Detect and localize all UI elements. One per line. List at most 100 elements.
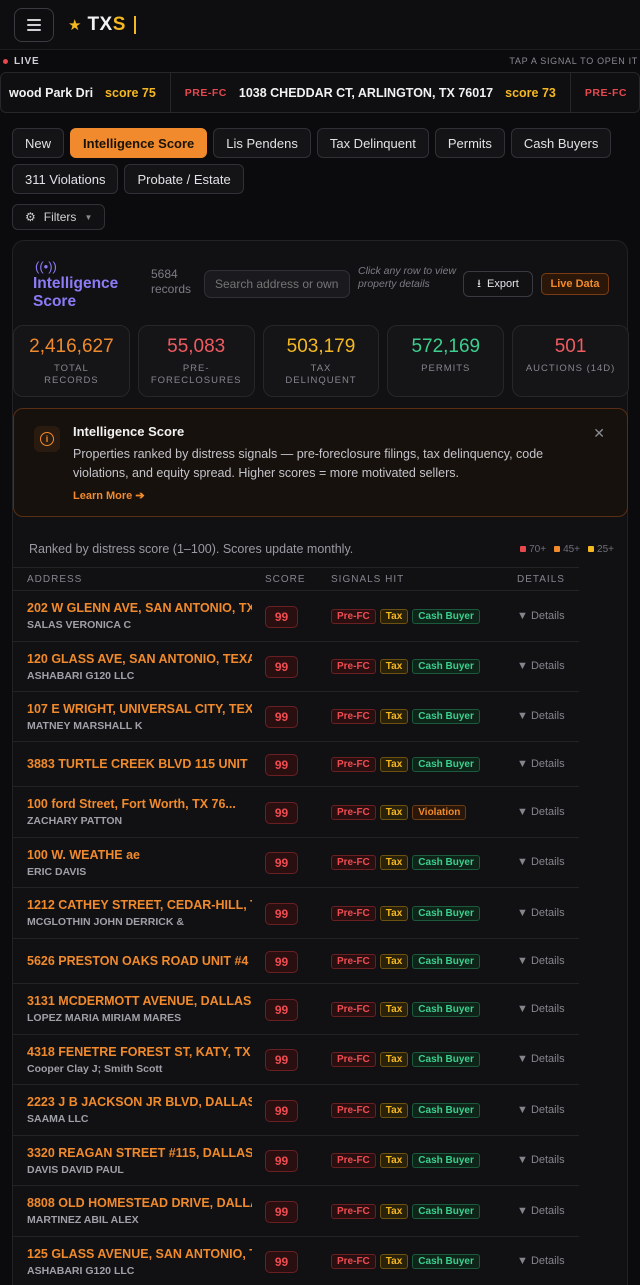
signal-pill: Cash Buyer (412, 709, 480, 724)
row-address[interactable]: 3320 REAGAN STREET #115, DALLAS (27, 1146, 252, 1160)
row-address[interactable]: 100 W. WEATHE ae (27, 848, 140, 862)
row-address[interactable]: 202 W GLENN AVE, SAN ANTONIO, TX (27, 601, 252, 615)
details-toggle[interactable]: ▼ Details (517, 757, 565, 770)
score-badge: 99 (265, 902, 298, 925)
table-row[interactable]: 3320 REAGAN STREET #115, DALLAS DAVIS DAV… (13, 1136, 579, 1186)
table-row[interactable]: 100 W. WEATHE ae ERIC DAVIS 99 Pre-FC Tax Cas… (13, 838, 579, 888)
ticker-item[interactable]: PRE-FC 1038 CHEDDAR CT, ARLINGTON, TX 760… (171, 73, 571, 112)
stat-label: AUCTIONS (14D) (525, 363, 616, 374)
signal-pill: Pre-FC (331, 905, 376, 921)
details-toggle[interactable]: ▼ Details (517, 1154, 565, 1166)
row-address[interactable]: 1212 CATHEY STREET, CEDAR-HILL, TX (27, 898, 252, 912)
score-badge: 99 (265, 656, 298, 678)
signal-pill: Tax (379, 1052, 409, 1067)
table-row[interactable]: 8808 OLD HOMESTEAD DRIVE, DALLAS MARTINEZ… (13, 1186, 579, 1237)
table-row[interactable]: 1212 CATHEY STREET, CEDAR-HILL, TX MCGLOT… (13, 888, 579, 939)
export-button[interactable]: ⭳ Export (463, 271, 533, 297)
stat-card: 2,416,627 TOTAL RECORDS (13, 325, 130, 397)
details-toggle[interactable]: ▼ Details (517, 1002, 565, 1015)
table-row[interactable]: 3883 TURTLE CREEK BLVD 115 UNIT 99 Pre-FC T… (13, 742, 579, 787)
tab-lis-pendens[interactable]: Lis Pendens (213, 128, 311, 158)
details-toggle[interactable]: ▼ Details (517, 1103, 565, 1116)
row-address[interactable]: 3883 TURTLE CREEK BLVD 115 UNIT (27, 756, 248, 771)
table-row[interactable]: 3131 MCDERMOTT AVENUE, DALLAS LOPEZ MARIA… (13, 984, 579, 1035)
signal-pill: Cash Buyer (412, 1203, 480, 1219)
signal-pills: Pre-FC Tax Cash Buyer (331, 1254, 480, 1269)
table-row[interactable]: 107 E WRIGHT, UNIVERSAL CITY, TEXAS MATNE… (13, 692, 579, 742)
signal-ticker[interactable]: wood Park Dri score 75 PRE-FC 1038 CHEDDAR … (0, 72, 640, 113)
chevron-down-icon: ▼ (84, 212, 93, 222)
tab-probate-estate[interactable]: Probate / Estate (124, 164, 244, 194)
signal-pill: Cash Buyer (412, 1254, 480, 1269)
details-toggle[interactable]: ▼ Details (517, 856, 565, 868)
ticker-address: wood Park Dri (9, 85, 94, 100)
tab-intelligence-score[interactable]: Intelligence Score (70, 128, 208, 158)
ticker-item[interactable]: wood Park Dri score 75 (1, 73, 171, 112)
signal-pills: Pre-FC Tax Violation (331, 804, 467, 820)
logo[interactable]: ★ TXS (68, 14, 136, 36)
table-row[interactable]: 125 GLASS AVENUE, SAN ANTONIO, TX ASHABAR… (13, 1237, 579, 1285)
legend-label: 25+ (597, 543, 614, 555)
tab-311-violations[interactable]: 311 Violations (12, 164, 119, 194)
ticker-track: wood Park Dri score 75 PRE-FC 1038 CHEDDAR … (1, 73, 640, 112)
table-row[interactable]: 5626 PRESTON OAKS ROAD UNIT #4 99 Pre-FC Ta… (13, 939, 579, 984)
details-toggle[interactable]: ▼ Details (517, 1204, 565, 1217)
row-address[interactable]: 100 ford Street, Fort Worth, TX 76... (27, 797, 236, 811)
score-badge: 99 (265, 1200, 298, 1223)
signal-pill: Tax (379, 1102, 409, 1118)
top-bar: ★ TXS (0, 0, 640, 50)
tab-permits[interactable]: Permits (434, 128, 505, 158)
table-row[interactable]: 100 ford Street, Fort Worth, TX 76... ZAC… (13, 787, 579, 838)
tab-cash-buyers[interactable]: Cash Buyers (510, 128, 612, 158)
search-input[interactable] (204, 270, 350, 298)
hamburger-icon (27, 18, 41, 21)
row-address[interactable]: 8808 OLD HOMESTEAD DRIVE, DALLAS (27, 1196, 252, 1210)
live-data-badge[interactable]: Live Data (541, 273, 609, 295)
details-toggle[interactable]: ▼ Details (517, 609, 565, 622)
table-row[interactable]: 120 GLASS AVE, SAN ANTONIO, TEXAS ASHABAR… (13, 642, 579, 692)
row-owner: SALAS VERONICA C (27, 619, 132, 631)
stat-value: 501 (554, 336, 587, 357)
row-address[interactable]: 125 GLASS AVENUE, SAN ANTONIO, TX (27, 1247, 252, 1261)
row-address[interactable]: 5626 PRESTON OAKS ROAD UNIT #4 (27, 953, 249, 968)
legend-swatch (520, 546, 527, 552)
menu-button[interactable] (14, 7, 54, 42)
signal-pill: Pre-FC (331, 608, 376, 624)
signal-pill: Pre-FC (331, 953, 376, 969)
ticker-tag: PRE-FC (584, 86, 627, 99)
signal-pills: Pre-FC Tax Cash Buyer (331, 953, 480, 969)
tab-tax-delinquent[interactable]: Tax Delinquent (316, 128, 429, 158)
row-address[interactable]: 107 E WRIGHT, UNIVERSAL CITY, TEXAS (27, 702, 252, 716)
row-address[interactable]: 3131 MCDERMOTT AVENUE, DALLAS (27, 994, 252, 1008)
signal-pills: Pre-FC Tax Cash Buyer (331, 905, 480, 921)
details-toggle[interactable]: ▼ Details (517, 954, 565, 967)
details-toggle[interactable]: ▼ Details (517, 1255, 565, 1267)
details-toggle[interactable]: ▼ Details (517, 710, 565, 722)
details-toggle[interactable]: ▼ Details (517, 1053, 565, 1065)
col-signals: SIGNALS HIT (331, 574, 405, 585)
details-toggle[interactable]: ▼ Details (517, 805, 565, 818)
score-badge: 99 (265, 1049, 298, 1071)
filters-button[interactable]: ⚙ Filters ▼ (12, 204, 106, 230)
signal-pill: Tax (379, 804, 409, 820)
rank-text: Ranked by distress score (1–100). Scores… (29, 542, 354, 556)
table-row[interactable]: 202 W GLENN AVE, SAN ANTONIO, TX SALAS VE… (13, 591, 579, 642)
row-address[interactable]: 4318 FENETRE FOREST ST, KATY, TX (27, 1045, 251, 1059)
tab-new[interactable]: New (12, 128, 65, 158)
close-icon[interactable]: ✕ (593, 425, 605, 441)
signal-pill: Cash Buyer (412, 905, 480, 921)
row-address[interactable]: 120 GLASS AVE, SAN ANTONIO, TEXAS (27, 652, 252, 666)
broadcast-icon: ((•)) (35, 259, 57, 274)
table-row[interactable]: 2223 J B JACKSON JR BLVD, DALLAS SAAMA LL… (13, 1085, 579, 1136)
signal-pill: Tax (379, 1203, 409, 1219)
details-toggle[interactable]: ▼ Details (517, 660, 565, 672)
table-row[interactable]: 4318 FENETRE FOREST ST, KATY, TX Cooper C… (13, 1035, 579, 1085)
row-address[interactable]: 2223 J B JACKSON JR BLVD, DALLAS (27, 1095, 252, 1109)
score-badge: 99 (265, 753, 298, 776)
download-icon: ⭳ (477, 277, 482, 290)
panel-header: ((•)) Intelligence Score 5684 records Cl… (33, 257, 623, 317)
ticker-item[interactable]: PRE-FC 2818 Dod (571, 73, 640, 112)
details-toggle[interactable]: ▼ Details (517, 906, 565, 919)
learn-more-link[interactable]: Learn More ➔ (73, 490, 145, 502)
ticker-address: 2818 Dod (639, 86, 640, 100)
